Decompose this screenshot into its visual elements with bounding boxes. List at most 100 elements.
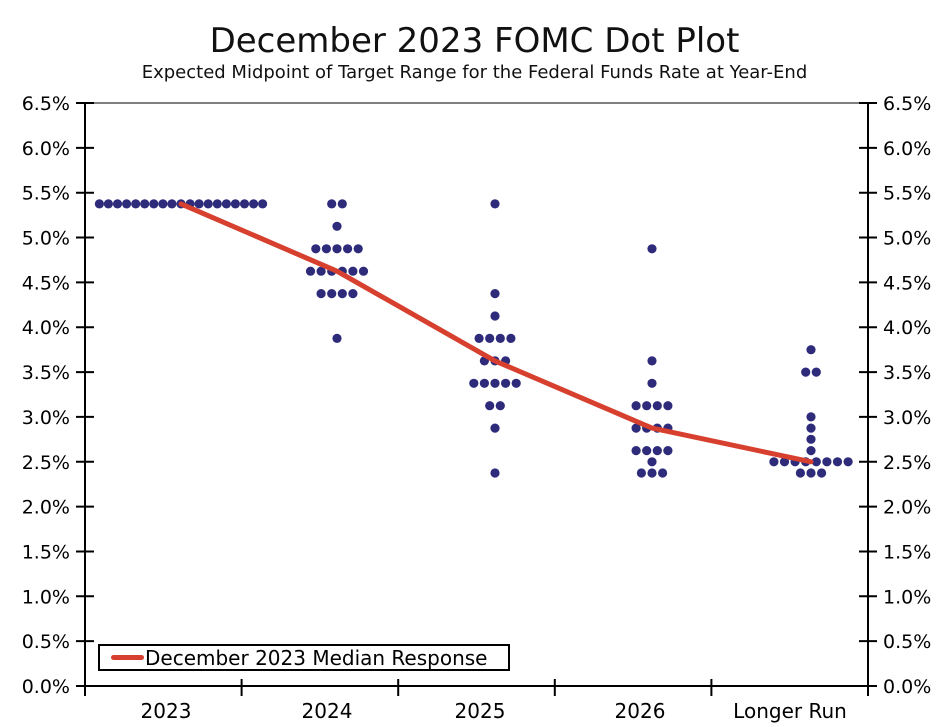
projection-dot [194,199,204,209]
projection-dot [811,367,821,377]
legend-box: December 2023 Median Response [98,644,510,671]
y-tick-label-left: 1.0% [22,586,70,608]
projection-dot [663,401,673,411]
projection-dot [337,199,347,209]
y-tick-label-right: 4.0% [883,317,931,339]
projection-dot [158,199,168,209]
y-tick-label-left: 4.0% [22,317,70,339]
projection-dot [343,244,353,254]
y-tick-label-left: 2.0% [22,497,70,519]
y-tick-label-left: 6.5% [22,93,70,115]
projection-dot [490,423,500,433]
projection-dot [642,446,652,456]
projection-dot [348,266,358,276]
projection-dot [795,468,806,478]
x-category-label: 2026 [615,699,666,723]
projection-dot [652,446,662,456]
projection-dot [495,333,505,343]
projection-dot [806,345,816,355]
projection-dot [811,457,821,467]
projection-dot [149,199,159,209]
projection-dot [647,457,657,467]
projection-dot [469,378,479,388]
y-tick-label-right: 6.0% [883,138,931,160]
y-tick-label-right: 0.0% [883,676,931,698]
projection-dot [490,199,500,209]
projection-dot [490,378,500,388]
projection-dot [485,333,495,343]
projection-dot [316,266,326,276]
projection-dot [103,199,113,209]
x-category-label: 2024 [302,699,353,723]
y-tick-label-left: 1.5% [22,541,70,563]
projection-dot [636,468,647,478]
y-tick-label-left: 0.0% [22,676,70,698]
y-tick-label-left: 0.5% [22,631,70,653]
projection-dot [652,401,662,411]
y-tick-label-left: 5.0% [22,228,70,250]
median-response-line [178,201,814,465]
projection-dot [832,457,843,467]
projection-dot [490,468,500,478]
projection-dot [203,199,213,209]
projection-dot [305,266,316,276]
projection-dot [501,378,511,388]
projection-dot [332,333,342,343]
projection-dot [353,244,363,254]
projection-dot [642,401,652,411]
projection-dot [230,199,240,209]
y-tick-label-right: 4.5% [883,272,931,294]
projection-dot [485,401,495,411]
y-tick-label-left: 6.0% [22,138,70,160]
y-tick-label-left: 5.5% [22,183,70,205]
projection-dot [327,289,337,299]
projection-dot [631,446,641,456]
projection-dot [249,199,259,209]
projection-dot [332,221,342,231]
projection-dot [490,311,500,321]
projection-dot [311,244,321,254]
x-category-label: Longer Run [733,699,847,723]
projection-dot [801,367,811,377]
y-tick-label-right: 6.5% [883,93,931,115]
y-tick-label-right: 1.5% [883,541,931,563]
projection-dot [327,199,337,209]
projection-dot [239,199,250,209]
projection-dot [769,457,779,467]
projection-dot [506,333,516,343]
projection-dot [843,457,853,467]
projection-dot [358,266,369,276]
projection-dot [321,244,331,254]
y-tick-label-right: 3.0% [883,407,931,429]
y-tick-label-right: 0.5% [883,631,931,653]
projection-dot [658,468,668,478]
projection-dot [817,468,827,478]
projection-dot [647,468,657,478]
projection-dot [258,199,268,209]
projection-dot [663,446,673,456]
y-tick-label-right: 1.0% [883,586,931,608]
y-tick-label-right: 5.0% [883,228,931,250]
x-category-label: 2023 [141,699,192,723]
projection-dot [316,289,326,299]
projection-dot [337,289,347,299]
projection-dot [779,457,790,467]
y-tick-label-right: 3.5% [883,362,931,384]
projection-dot [332,244,342,254]
projection-dot [221,199,231,209]
projection-dot [806,468,816,478]
projection-dot [631,423,641,433]
projection-dot [122,199,132,209]
projection-dot [806,434,816,444]
projection-dot [212,199,222,209]
projection-dot [490,289,500,299]
projection-dot [112,199,123,209]
y-tick-label-left: 2.5% [22,452,70,474]
projection-dot [474,333,484,343]
legend-label: December 2023 Median Response [145,645,488,670]
y-tick-label-left: 3.5% [22,362,70,384]
projection-dot [479,378,489,388]
projection-dot [167,199,177,209]
